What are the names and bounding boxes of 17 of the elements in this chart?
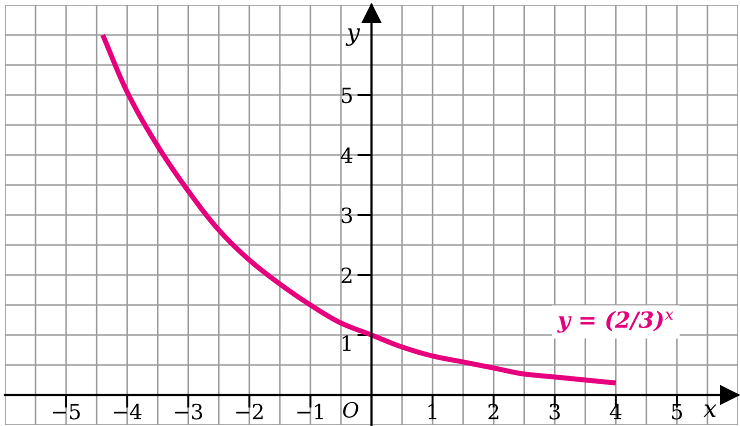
y-tick-label: 2 (342, 267, 352, 283)
x-tick-label: −3 (175, 404, 202, 420)
x-tick-label: −1 (297, 404, 323, 420)
y-tick-label: 4 (340, 147, 352, 163)
y-axis-title: y (346, 28, 360, 46)
x-tick-label: −5 (52, 404, 80, 420)
x-tick-label: −4 (114, 404, 142, 420)
series-label: y = (2/3)$^{x}$ (557, 310, 674, 333)
x-tick-label: 2 (488, 404, 498, 420)
x-tick-label: −2 (236, 404, 263, 420)
x-tick-label: 5 (672, 404, 682, 420)
y-tick-label: 1 (342, 335, 350, 351)
x-axis-title: x (704, 404, 716, 417)
annotation: O (343, 402, 358, 418)
y-tick-label: 3 (342, 207, 352, 224)
y-tick-label: 5 (342, 88, 352, 104)
x-tick-label: 3 (550, 404, 560, 420)
